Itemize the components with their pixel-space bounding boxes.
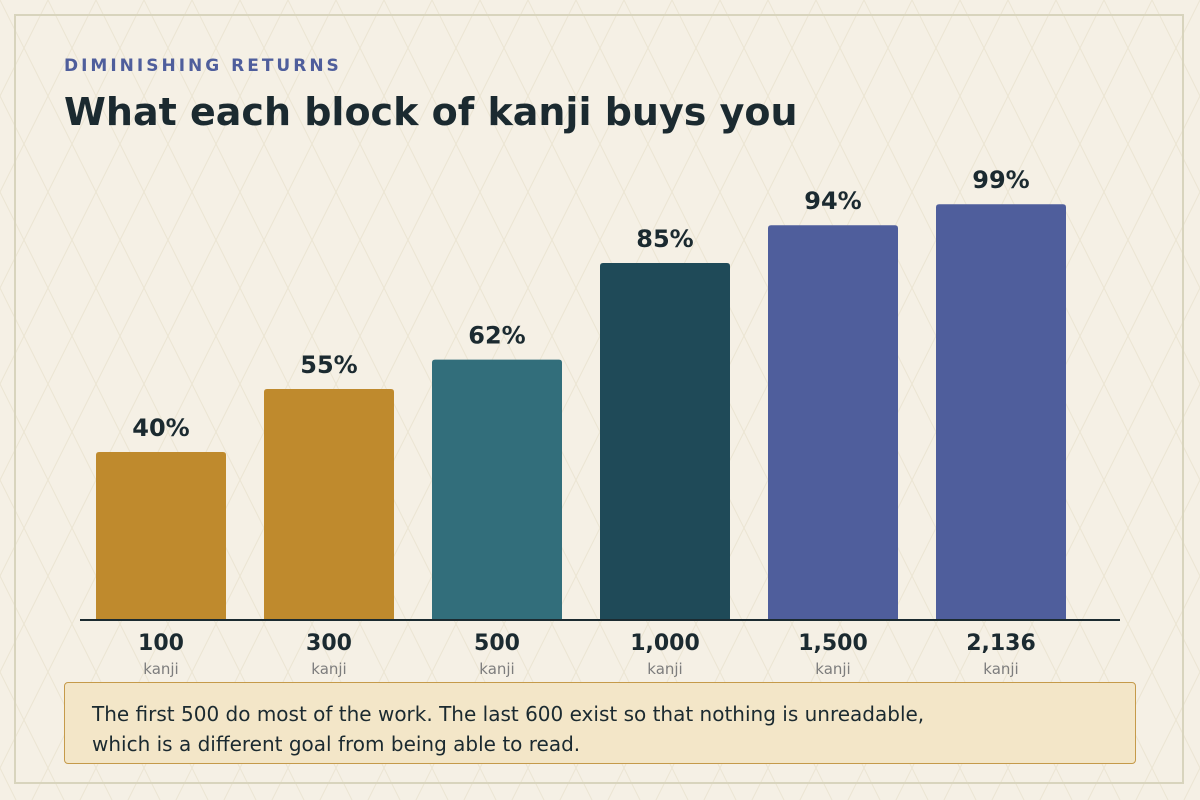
bar-1 <box>96 452 226 620</box>
bar-6 <box>936 204 1066 620</box>
callout-line-1: The first 500 do most of the work. The l… <box>92 702 925 726</box>
bar-5 <box>768 225 898 620</box>
category-label-4: 1,000 <box>630 631 700 656</box>
card-frame <box>14 14 1184 784</box>
category-label-2: 300 <box>306 631 352 656</box>
category-sublabel-4: kanji <box>647 660 682 678</box>
bar-2 <box>264 389 394 620</box>
value-label-2: 55% <box>300 351 357 379</box>
value-label-5: 94% <box>804 187 861 215</box>
chart-title: What each block of kanji buys you <box>64 90 798 134</box>
value-label-1: 40% <box>132 414 189 442</box>
eyebrow-label: DIMINISHING RETURNS <box>64 56 342 76</box>
category-sublabel-1: kanji <box>143 660 178 678</box>
value-label-6: 99% <box>972 166 1029 194</box>
callout-box: The first 500 do most of the work. The l… <box>64 682 1136 764</box>
callout-line-2: which is a different goal from being abl… <box>92 732 581 756</box>
value-label-3: 62% <box>468 322 525 350</box>
category-label-5: 1,500 <box>798 631 868 656</box>
category-label-6: 2,136 <box>966 631 1036 656</box>
value-label-4: 85% <box>636 225 693 253</box>
category-label-1: 100 <box>138 631 184 656</box>
category-sublabel-2: kanji <box>311 660 346 678</box>
category-sublabel-5: kanji <box>815 660 850 678</box>
category-sublabel-3: kanji <box>479 660 514 678</box>
bar-3 <box>432 359 562 620</box>
category-label-3: 500 <box>474 631 520 656</box>
category-sublabel-6: kanji <box>983 660 1018 678</box>
bar-4 <box>600 263 730 620</box>
